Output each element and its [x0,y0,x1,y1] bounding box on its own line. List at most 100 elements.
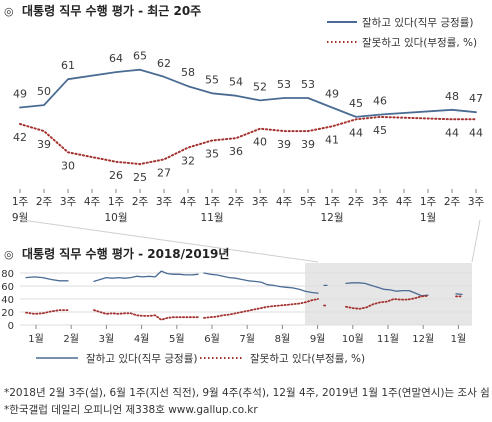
chart2-series-line-negative [345,294,429,310]
chart2-x-tick-label: 8월 [275,333,291,345]
chart2-y-tick-label: 40 [1,295,14,306]
chart1-month-label: 12월 [320,212,343,224]
footnote-closure: *2018년 2월 3주(설), 6월 1주(지선 직전), 9월 4주(추석)… [4,387,490,399]
chart1-data-label: 53 [301,78,315,91]
chart1-data-label: 44 [349,126,363,139]
chart1-data-label: 46 [373,95,387,108]
chart1-month-label: 9월 [12,212,28,224]
chart1-tick-label: 2주 [348,196,365,208]
chart1-data-label: 64 [109,52,123,65]
chart1-data-label: 26 [109,169,123,182]
chart1-data-label: 48 [445,90,459,103]
zoom-connector [21,219,481,263]
chart1-data-label: 58 [181,66,195,79]
chart2-y-tick-label: 0 [8,321,14,332]
legend1-negative-label: 잘못하고 있다(부정률, %) [362,36,477,49]
chart1-tick-label: 1주 [204,196,221,208]
chart1-tick-label: 3주 [60,196,77,208]
chart2-y-tick-label: 60 [1,282,14,293]
chart2-legend: 잘하고 있다(직무 긍정률) 잘못하고 있다(부정률, %) [36,352,365,365]
chart1-data-label: 49 [325,88,339,101]
chart1-data-label: 42 [13,131,27,144]
chart1-data-label: 35 [205,148,219,161]
chart1-tick-label: 1주 [420,196,437,208]
chart2-x-tick-label: 10월 [342,333,364,345]
chart1-data-labels: 49 50 61 64 65 62 58 55 54 52 53 53 49 45 46 48 47 42 39 30… [13,50,483,184]
footnote-source: *한국갤럽 데일리 오피니언 제338호 www.gallup.co.kr [4,403,258,416]
chart1-data-label: 61 [61,59,75,72]
legend2-negative-label: 잘못하고 있다(부정률, %) [250,352,365,365]
chart1-data-label: 40 [253,136,267,149]
chart1-tick-label: 1주 [12,196,29,208]
chart2-series-line-positive [93,270,199,283]
chart2-series-line-positive [345,282,429,297]
chart1-data-label: 53 [277,78,291,91]
chart1-data-label: 39 [277,138,291,151]
chart2-x-tick-label: 11월 [377,333,399,345]
chart2-x-tick-label: 1월 [451,333,467,345]
chart1-data-label: 44 [469,126,483,139]
chart2-x-tick-label: 9월 [310,333,326,345]
chart1-data-label: 39 [301,138,315,151]
chart1-data-label: 45 [373,124,387,137]
chart1-data-label: 65 [133,50,147,63]
chart2-x-tick-label: 1월 [28,333,44,345]
chart1-data-label: 50 [37,85,51,98]
chart1-data-label: 47 [469,92,483,105]
chart1-tick-label: 3주 [468,196,485,208]
chart1-data-label: 55 [205,73,219,86]
chart1-data-label: 36 [229,145,243,158]
chart1-tick-label: 2주 [444,196,461,208]
chart1-data-label: 27 [157,166,171,179]
chart2-series-line-positive [25,276,69,282]
chart1-tick-label: 3주 [252,196,269,208]
chart1-tick-label: 4주 [84,196,101,208]
legend1-positive-label: 잘하고 있다(직무 긍정률) [362,16,473,29]
chart2-axis-ticks: 1월 2월 3월 4월 5월 6월 7월 8월 9월 10월 11월 12월 1월 [28,325,466,345]
chart1-tick-label: 4주 [276,196,293,208]
chart2-series-line-negative [203,298,319,319]
chart1-series-line-negative [19,115,477,166]
chart2-y-tick-label: 80 [1,269,14,280]
chart1-tick-label: 5주 [300,196,317,208]
chart1-month-label: 10월 [104,212,127,224]
chart1-month-label: 1월 [420,212,436,224]
chart1-series [19,68,477,166]
chart1-tick-label: 3주 [372,196,389,208]
chart1-tick-label: 2주 [36,196,53,208]
chart1-tick-label: 2주 [132,196,149,208]
chart2-series [25,270,463,321]
chart1-data-label: 44 [445,126,459,139]
chart1-data-label: 41 [325,133,339,146]
chart2-series-line-positive [455,293,463,296]
chart1-data-label: 49 [13,88,27,101]
chart1-tick-label: 1주 [108,196,125,208]
chart1-data-label: 54 [229,76,243,89]
chart1-data-label: 45 [349,97,363,110]
chart1-data-label: 39 [37,138,51,151]
chart1-data-label: 62 [157,57,171,70]
chart1: ◎ 대통령 직무 수행 평가 - 최근 20주 49 50 61 64 65 62 58 55… [4,3,485,224]
chart1-tick-label: 1주 [324,196,341,208]
chart1-data-label: 32 [181,155,195,168]
chart2-x-tick-label: 6월 [204,333,220,345]
chart1-series-line-positive [19,68,477,118]
chart1-data-label: 25 [133,171,147,184]
chart2-x-tick-label: 2월 [63,333,79,345]
chart2-x-tick-label: 4월 [134,333,150,345]
legend2-positive-label: 잘하고 있다(직무 긍정률) [86,352,197,365]
chart1-title: 대통령 직무 수행 평가 - 최근 20주 [22,3,201,18]
chart2-x-tick-label: 5월 [169,333,185,345]
chart1-data-label: 30 [61,159,75,172]
chart2-x-tick-label: 12월 [412,333,434,345]
chart2-series-line-positive [203,272,319,294]
chart1-axis-ticks: 1주 2주 3주 4주 1주 2주 3주 4주 1주 2주 3주 4주 5주 1주 2주 3주 4주 1주 2주 3주… [12,189,485,224]
chart2-x-tick-label: 7월 [239,333,255,345]
chart2-series-line-negative [93,309,199,321]
chart2-x-tick-label: 3월 [99,333,115,345]
chart1-data-label: 52 [253,80,267,93]
chart2-highlight-region [305,263,472,325]
chart2-title: 대통령 직무 수행 평가 - 2018/2019년 [22,246,229,261]
